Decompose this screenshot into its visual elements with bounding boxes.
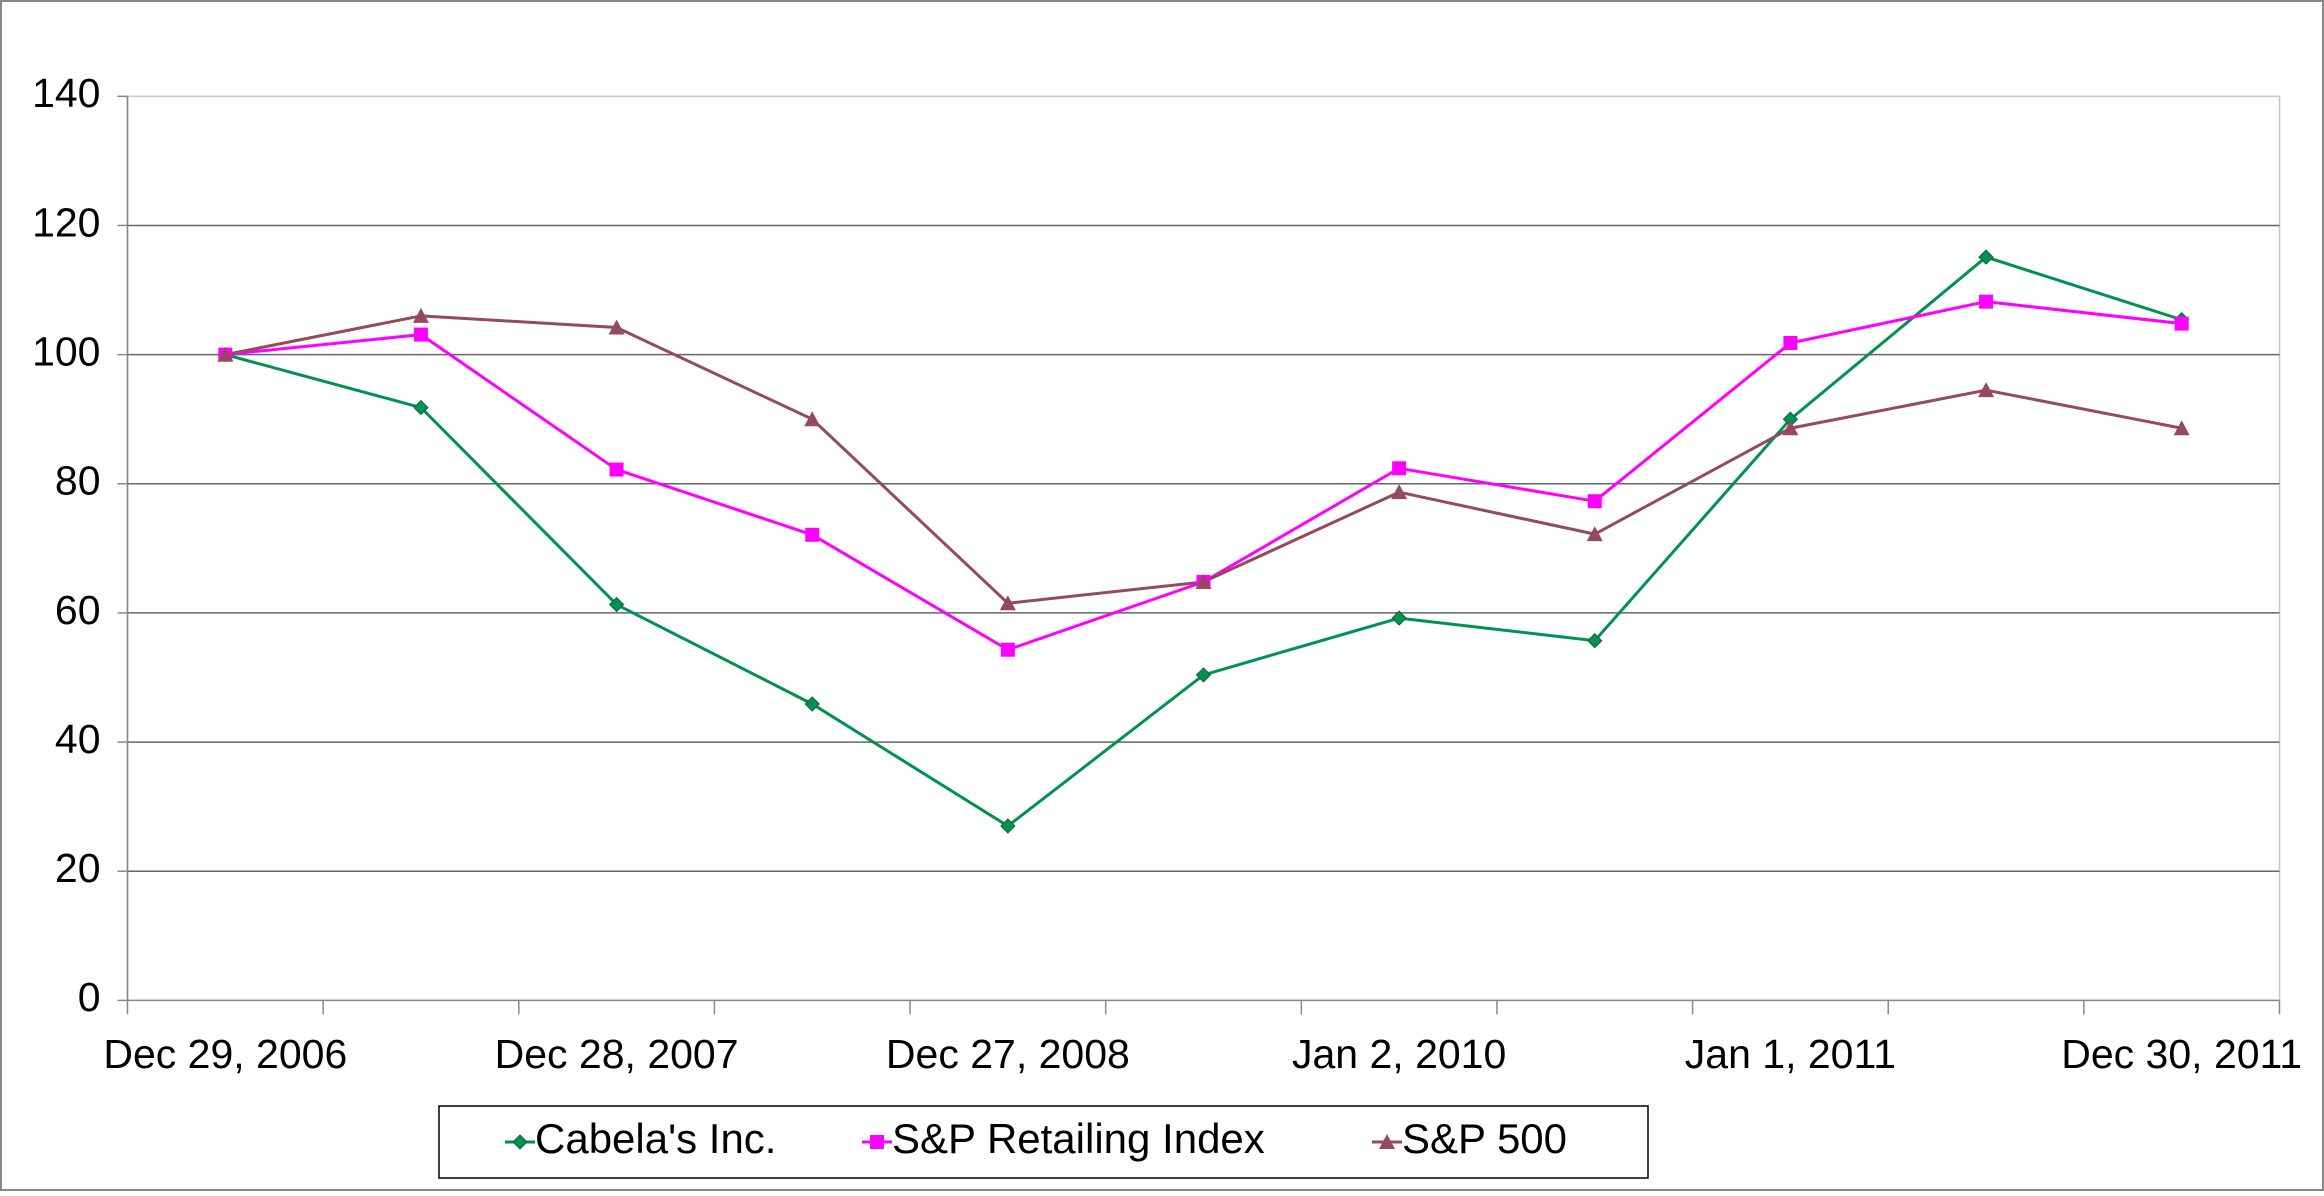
marker [512, 1134, 528, 1150]
marker [413, 399, 429, 416]
y-tick-label: 120 [32, 199, 100, 245]
marker [2173, 420, 2190, 436]
y-tick-label: 60 [55, 587, 101, 633]
marker [1978, 382, 1995, 398]
y-tick-label: 100 [32, 328, 100, 374]
y-tick-label: 20 [55, 845, 101, 891]
marker [1000, 818, 1016, 834]
x-tick-label: Dec 30, 2011 [2061, 1031, 2302, 1077]
x-tick-label: Dec 29, 2006 [103, 1031, 347, 1077]
y-tick-label: 40 [55, 716, 101, 762]
legend-label: S&P Retailing Index [892, 1115, 1265, 1162]
marker [1587, 632, 1603, 649]
x-tick-label: Dec 27, 2008 [886, 1031, 1130, 1077]
y-tick-label: 140 [32, 70, 100, 116]
marker [999, 595, 1016, 611]
marker [413, 327, 428, 342]
marker [870, 1135, 884, 1149]
marker [804, 411, 821, 427]
x-tick-label: Jan 1, 2011 [1685, 1031, 1896, 1077]
marker [412, 307, 429, 323]
marker [1586, 526, 1603, 542]
marker [217, 346, 234, 362]
y-tick-label: 80 [55, 458, 101, 504]
marker [1782, 420, 1799, 436]
marker [1392, 461, 1407, 476]
marker [1391, 610, 1407, 626]
legend-box [438, 1105, 1649, 1179]
legend-label: S&P 500 [1402, 1115, 1567, 1162]
marker [1379, 1134, 1395, 1149]
marker [1000, 642, 1015, 657]
legend: Cabela's Inc. S&P Retailing Index S&P 500 [438, 1105, 1649, 1179]
marker [804, 696, 820, 712]
marker [2174, 316, 2189, 331]
marker [1195, 573, 1212, 589]
x-tick-label: Jan 2, 2010 [1292, 1031, 1506, 1077]
marker [609, 462, 624, 477]
marker [1979, 294, 1994, 309]
marker [1391, 484, 1408, 500]
marker [1783, 335, 1798, 350]
x-tick-label: Dec 28, 2007 [495, 1031, 739, 1077]
legend-label: Cabela's Inc. [535, 1115, 776, 1162]
y-tick-label: 0 [78, 974, 101, 1020]
marker [1978, 249, 1994, 265]
marker [1587, 494, 1602, 509]
marker [1195, 667, 1212, 683]
marker [608, 319, 625, 335]
marker [608, 596, 625, 613]
marker [805, 527, 820, 542]
